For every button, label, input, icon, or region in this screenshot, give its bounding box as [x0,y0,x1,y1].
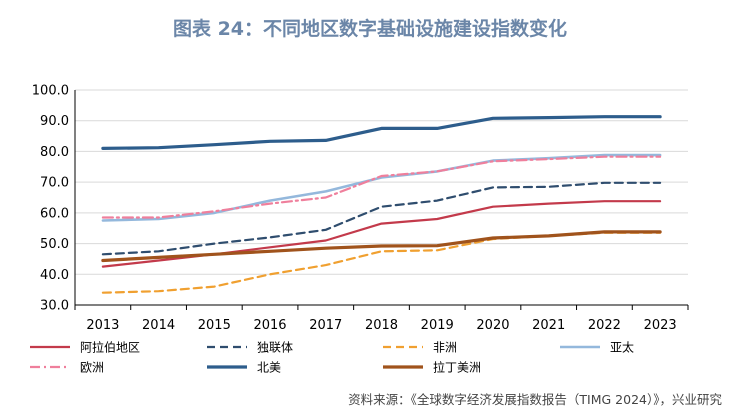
series-line [101,115,662,150]
x-tick-labels: 2013 2014 2015 2016 2017 2018 2019 2020 2021 2022… [86,318,676,333]
legend-label: 亚太 [610,340,634,355]
series-line [101,230,662,263]
legend-label: 拉丁美洲 [433,360,481,375]
x-tick-label: 2021 [532,318,565,333]
legend-label: 非洲 [433,341,457,355]
y-tick-label: 40.0 [40,268,69,283]
y-tick-label: 30.0 [40,299,69,314]
y-tick-label: 100.0 [32,84,69,99]
x-tick-label: 2019 [421,318,454,333]
chart-title: 图表 24：不同地区数字基础设施建设指数变化 [172,18,568,40]
series-line [101,181,662,256]
x-tick-label: 2013 [86,318,119,333]
y-tick-label: 90.0 [40,114,69,129]
series-lines [101,115,662,294]
x-tick-label: 2016 [253,318,286,333]
legend-label: 阿拉伯地区 [80,340,140,355]
source-note: 资料来源：《全球数字经济发展指数报告（TIMG 2024）》，兴业研究 [348,392,722,407]
x-tick-label: 2014 [142,318,175,333]
x-tick-label: 2023 [644,318,677,333]
legend-label: 欧洲 [80,361,104,375]
x-tick-label: 2022 [588,318,621,333]
series-line [101,153,662,222]
y-tick-label: 80.0 [40,145,69,160]
x-tick-label: 2017 [309,318,342,333]
legend-label: 独联体 [257,341,293,355]
y-tick-label: 50.0 [40,237,69,252]
series-line [101,155,662,219]
legend-label: 北美 [257,361,281,375]
x-tick-label: 2020 [476,318,509,333]
y-tick-labels: 30.0 40.0 50.0 60.0 70.0 80.0 90.0 100.0 [32,84,69,314]
y-tick-label: 60.0 [40,206,69,221]
gridlines [75,89,688,306]
x-tick-label: 2018 [365,318,398,333]
y-tick-label: 70.0 [40,176,69,191]
axes [74,90,689,310]
x-tick-label: 2015 [198,318,231,333]
series-line [101,231,662,294]
